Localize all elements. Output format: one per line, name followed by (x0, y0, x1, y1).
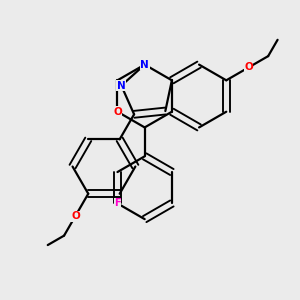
Text: O: O (113, 107, 122, 117)
Text: N: N (140, 60, 149, 70)
Text: O: O (71, 211, 80, 221)
Text: O: O (244, 62, 253, 72)
Text: F: F (114, 198, 121, 208)
Text: N: N (117, 81, 126, 91)
